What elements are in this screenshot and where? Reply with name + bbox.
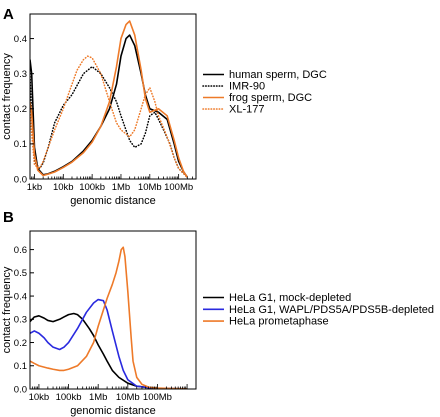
series-line-3 <box>30 20 188 178</box>
y-tick-label: 0.6 <box>14 245 27 256</box>
legend-label: HeLa G1, WAPL/PDS5A/PDS5B-depleted <box>229 304 434 316</box>
series-line-3 <box>30 246 188 389</box>
y-tick-label: 0.3 <box>14 69 27 80</box>
x-tick-label: 10kb <box>53 182 74 193</box>
x-tick-label: 100kb <box>56 392 82 403</box>
series-line-4 <box>30 55 189 178</box>
x-tick-label: 1Mb <box>89 392 107 403</box>
y-tick-label: 0.3 <box>14 315 27 326</box>
legend-label: IMR-90 <box>229 81 265 93</box>
y-tick-label: 0.4 <box>14 291 27 302</box>
x-tick-label: 10kb <box>29 392 50 403</box>
y-tick-label: 0.0 <box>14 174 27 185</box>
plot-frame <box>29 230 197 390</box>
x-tick-label: 1Mb <box>112 182 130 193</box>
y-tick-label: 0.2 <box>14 104 27 115</box>
y-tick-label: 0.4 <box>14 34 27 45</box>
legend-label: HeLa G1, mock-depleted <box>229 292 351 304</box>
chart-panel-a: A 0.0 0.1 0.2 0.3 0.4 1kb 10kb 100kb 1Mb 10Mb 100Mb… <box>1 6 327 207</box>
x-tick-label: 10Mb <box>138 182 162 193</box>
series-line-1 <box>30 312 188 389</box>
y-tick-label: 0.5 <box>14 268 27 279</box>
series-line-2 <box>30 65 189 178</box>
legend-label: frog sperm, DGC <box>229 92 312 104</box>
x-axis-title: genomic distance <box>70 405 156 417</box>
y-tick-label: 0.2 <box>14 338 27 349</box>
panel-letter: B <box>3 209 14 226</box>
x-tick-label: 1kb <box>27 182 42 193</box>
x-tick-label: 10Mb <box>116 392 140 403</box>
y-axis-title: contact frequency <box>1 53 13 140</box>
x-tick-label: 100kb <box>79 182 105 193</box>
y-tick-label: 0.1 <box>14 361 27 372</box>
x-axis-title: genomic distance <box>70 195 156 207</box>
y-axis-title: contact frequency <box>1 266 13 353</box>
x-tick-label: 100Mb <box>164 182 193 193</box>
chart-panel-b: B 0.0 0.1 0.2 0.3 0.4 0.5 0.6 10kb 100kb 1Mb 10Mb 10… <box>1 209 434 417</box>
plot-frame <box>29 13 197 180</box>
legend-label: human sperm, DGC <box>229 69 327 81</box>
y-tick-label: 0.0 <box>14 384 27 395</box>
series-line-2 <box>30 298 188 389</box>
x-tick-label: 100Mb <box>143 392 172 403</box>
y-tick-label: 0.1 <box>14 139 27 150</box>
legend-label: HeLa prometaphase <box>229 316 329 328</box>
legend-label: XL-177 <box>229 104 264 116</box>
panel-letter: A <box>3 6 14 23</box>
